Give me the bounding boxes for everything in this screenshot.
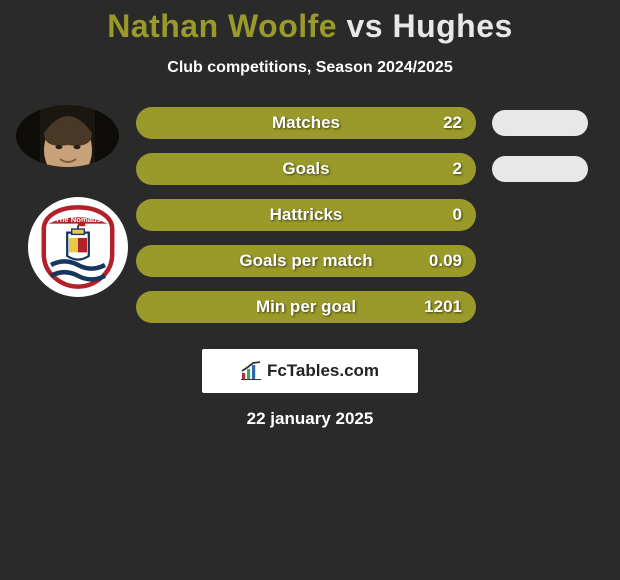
stat-value: 22 xyxy=(443,113,462,133)
stats-column: Matches 22 Goals 2 Hattricks 0 Goals per match… xyxy=(136,105,612,337)
title-player2: Hughes xyxy=(392,8,512,44)
stat-bar-left: Goals 2 xyxy=(136,153,476,185)
stat-bar-left-container: Hattricks 0 xyxy=(136,199,476,231)
content-row: The Nomads Matches 22 Goals 2 Hattricks 0 Goal… xyxy=(0,105,620,337)
subtitle: Club competitions, Season 2024/2025 xyxy=(0,59,620,77)
stat-label: Matches xyxy=(272,113,340,133)
stat-row: Min per goal 1201 xyxy=(136,291,612,323)
player2-club-badge: The Nomads xyxy=(28,197,128,297)
stat-bar-left-container: Goals per match 0.09 xyxy=(136,245,476,277)
stat-row: Goals per match 0.09 xyxy=(136,245,612,277)
stat-bar-right xyxy=(492,110,588,136)
stat-bar-left: Min per goal 1201 xyxy=(136,291,476,323)
stat-bar-left: Matches 22 xyxy=(136,107,476,139)
stat-bar-right xyxy=(492,156,588,182)
person-photo-icon xyxy=(16,105,119,167)
stat-value: 1201 xyxy=(424,297,462,317)
stat-label: Goals xyxy=(282,159,329,179)
stat-bar-left: Hattricks 0 xyxy=(136,199,476,231)
page-title: Nathan Woolfe vs Hughes xyxy=(0,8,620,45)
title-vs: vs xyxy=(346,8,383,44)
title-player1: Nathan Woolfe xyxy=(107,8,337,44)
club-crest-icon: The Nomads xyxy=(33,202,123,292)
player1-avatar xyxy=(16,105,119,167)
stat-row: Hattricks 0 xyxy=(136,199,612,231)
stat-bar-left-container: Goals 2 xyxy=(136,153,476,185)
stat-bar-left: Goals per match 0.09 xyxy=(136,245,476,277)
stat-label: Hattricks xyxy=(270,205,343,225)
date-label: 22 january 2025 xyxy=(0,409,620,429)
stat-row: Matches 22 xyxy=(136,107,612,139)
bar-chart-icon xyxy=(241,361,263,381)
stat-label: Min per goal xyxy=(256,297,356,317)
stat-value: 0 xyxy=(453,205,462,225)
comparison-card: Nathan Woolfe vs Hughes Club competition… xyxy=(0,0,620,429)
stat-bar-left-container: Min per goal 1201 xyxy=(136,291,476,323)
stat-label: Goals per match xyxy=(239,251,372,271)
stat-value: 0.09 xyxy=(429,251,462,271)
branding-label: FcTables.com xyxy=(267,361,379,381)
branding-badge[interactable]: FcTables.com xyxy=(202,349,418,393)
stat-row: Goals 2 xyxy=(136,153,612,185)
stat-bar-left-container: Matches 22 xyxy=(136,107,476,139)
stat-value: 2 xyxy=(453,159,462,179)
